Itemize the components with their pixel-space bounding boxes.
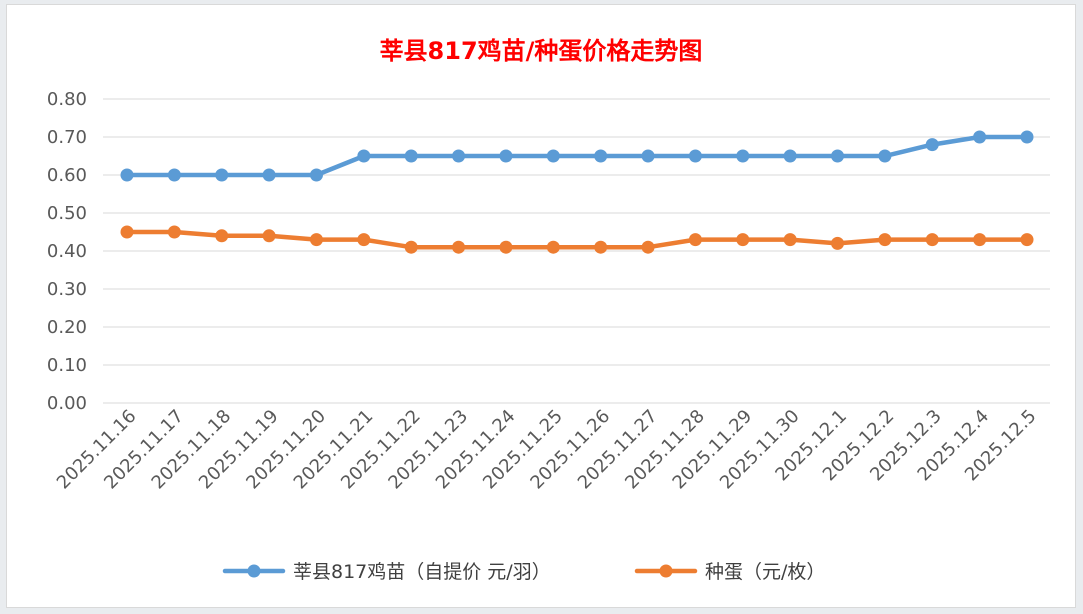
y-tick-label: 0.00 — [47, 393, 87, 414]
y-tick-label: 0.40 — [47, 241, 87, 262]
data-point — [499, 240, 513, 254]
data-point — [973, 130, 987, 144]
legend-label: 种蛋（元/枚） — [705, 561, 825, 583]
y-tick-label: 0.60 — [47, 165, 87, 186]
data-point — [878, 149, 892, 163]
data-point — [262, 168, 276, 182]
data-point — [215, 168, 229, 182]
data-point — [452, 149, 466, 163]
y-tick-label: 0.50 — [47, 203, 87, 224]
data-point — [783, 233, 797, 247]
y-tick-label: 0.20 — [47, 317, 87, 338]
data-point — [878, 233, 892, 247]
data-point — [594, 240, 608, 254]
data-point — [499, 149, 513, 163]
data-point — [594, 149, 608, 163]
data-point — [404, 240, 418, 254]
y-tick-label: 0.70 — [47, 127, 87, 148]
data-point — [215, 229, 229, 243]
line-chart: 0.000.100.200.300.400.500.600.700.802025… — [47, 89, 1050, 583]
y-tick-label: 0.80 — [47, 89, 87, 110]
legend-marker — [247, 564, 261, 578]
data-point — [167, 225, 181, 239]
data-point — [641, 240, 655, 254]
data-point — [167, 168, 181, 182]
y-tick-label: 0.10 — [47, 355, 87, 376]
data-point — [831, 236, 845, 250]
data-point — [736, 149, 750, 163]
data-point — [831, 149, 845, 163]
data-point — [357, 149, 371, 163]
data-point — [262, 229, 276, 243]
data-point — [404, 149, 418, 163]
data-point — [736, 233, 750, 247]
legend-label: 莘县817鸡苗（自提价 元/羽） — [293, 561, 551, 583]
data-point — [452, 240, 466, 254]
data-point — [925, 233, 939, 247]
series-line — [124, 229, 1030, 250]
data-point — [641, 149, 655, 163]
chart-frame: 莘县817鸡苗/种蛋价格走势图 0.00 0.10 0.20 0.30 0.40 0.50… — [6, 4, 1076, 608]
chart-title: 莘县817鸡苗/种蛋价格走势图 — [379, 37, 703, 65]
data-point — [357, 233, 371, 247]
series-line — [124, 134, 1030, 178]
data-point — [309, 233, 323, 247]
data-point — [783, 149, 797, 163]
data-point — [309, 168, 323, 182]
y-tick-label: 0.30 — [47, 279, 87, 300]
data-point — [973, 233, 987, 247]
data-point — [688, 233, 702, 247]
legend-marker — [659, 564, 673, 578]
data-point — [120, 225, 134, 239]
data-point — [1020, 130, 1034, 144]
data-point — [546, 240, 560, 254]
data-point — [688, 149, 702, 163]
data-point — [120, 168, 134, 182]
data-point — [925, 138, 939, 152]
data-point — [1020, 233, 1034, 247]
data-point — [546, 149, 560, 163]
